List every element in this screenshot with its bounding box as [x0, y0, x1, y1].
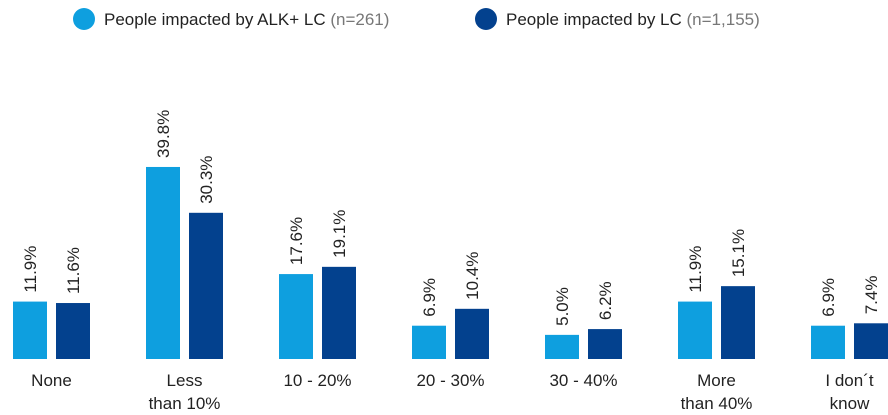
- legend-swatch: [73, 8, 95, 30]
- data-label: 39.8%: [154, 110, 173, 158]
- data-label: 11.6%: [64, 247, 83, 294]
- x-tick-label: Less: [167, 371, 203, 390]
- legend-label: People impacted by LC (n=1,155): [506, 10, 760, 29]
- data-label: 5.0%: [553, 287, 572, 326]
- x-tick-label: know: [830, 394, 870, 413]
- data-label: 11.9%: [686, 246, 705, 293]
- x-tick-label: 30 - 40%: [549, 371, 617, 390]
- bar: [588, 329, 622, 359]
- x-tick-label: 10 - 20%: [283, 371, 351, 390]
- data-label: 30.3%: [197, 156, 216, 204]
- bar: [412, 325, 446, 359]
- x-tick-label: 20 - 30%: [416, 371, 484, 390]
- data-label: 6.9%: [420, 278, 439, 317]
- data-label: 17.6%: [287, 217, 306, 265]
- bar: [279, 274, 313, 359]
- bar: [455, 308, 489, 359]
- bar: [13, 301, 47, 359]
- x-tick-label: than 10%: [149, 394, 221, 413]
- x-tick-label: None: [31, 371, 72, 390]
- bar: [678, 301, 712, 359]
- x-tick-label: than 40%: [681, 394, 753, 413]
- bar: [56, 303, 90, 359]
- legend-swatch: [475, 8, 497, 30]
- legend-label: People impacted by ALK+ LC (n=261): [104, 10, 389, 29]
- x-tick-label: I don´t: [825, 371, 873, 390]
- data-label: 10.4%: [463, 252, 482, 300]
- bar: [854, 323, 888, 359]
- bar: [322, 266, 356, 359]
- bar: [189, 212, 223, 359]
- bar: [811, 325, 845, 359]
- bar: [545, 334, 579, 359]
- legend-name: People impacted by LC: [506, 10, 682, 29]
- data-label: 6.9%: [819, 278, 838, 317]
- x-tick-label: More: [697, 371, 736, 390]
- data-label: 7.4%: [862, 276, 881, 315]
- data-label: 11.9%: [21, 246, 40, 293]
- legend-note: (n=261): [330, 10, 389, 29]
- data-label: 19.1%: [330, 210, 349, 258]
- legend-name: People impacted by ALK+ LC: [104, 10, 326, 29]
- bar: [721, 286, 755, 359]
- legend-note: (n=1,155): [687, 10, 760, 29]
- data-label: 6.2%: [596, 281, 615, 320]
- bar: [146, 166, 180, 359]
- data-label: 15.1%: [729, 229, 748, 277]
